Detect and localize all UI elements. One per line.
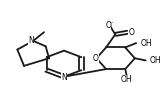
Text: N: N (28, 36, 34, 45)
Text: N: N (61, 73, 67, 82)
Text: O: O (105, 21, 111, 30)
Text: O: O (93, 54, 99, 63)
Text: OH: OH (140, 39, 152, 48)
Text: -: - (111, 20, 113, 26)
Text: OH: OH (150, 56, 161, 65)
Text: OH: OH (121, 75, 133, 84)
Text: O: O (129, 28, 134, 37)
